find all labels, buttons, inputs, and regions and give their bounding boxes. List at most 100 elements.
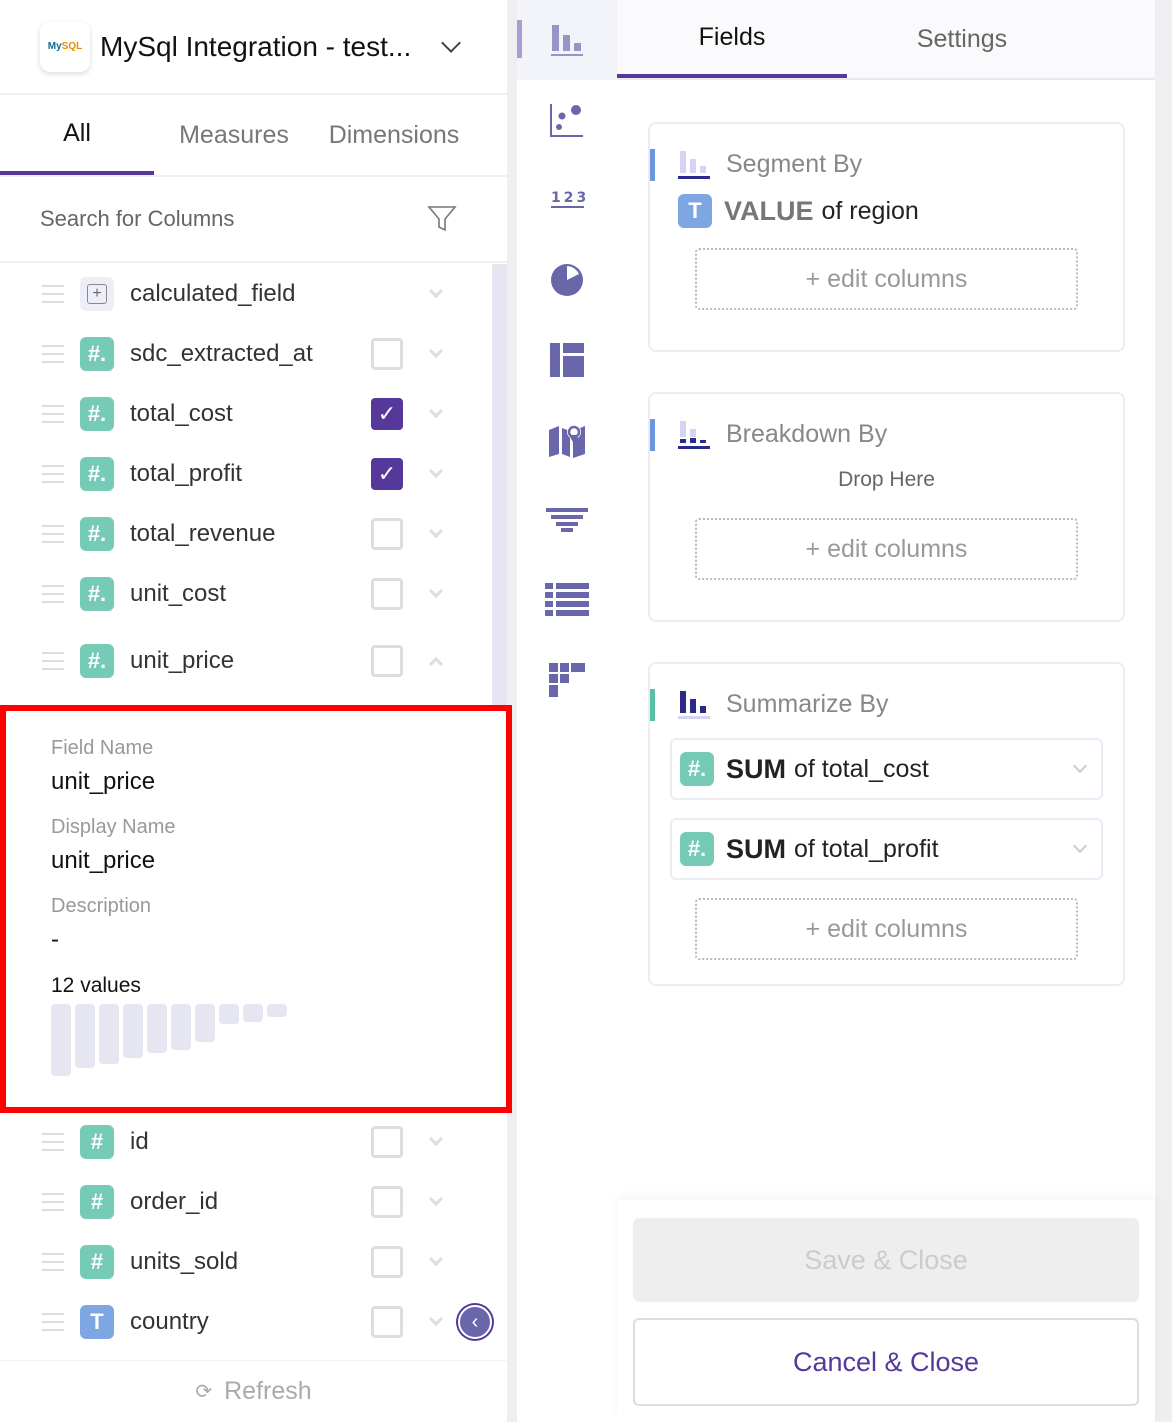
number-type-icon: #: [80, 1245, 114, 1279]
field-checkbox[interactable]: [371, 578, 403, 610]
action-buttons: Save & Close Cancel & Close: [617, 1200, 1155, 1422]
chart-type-funnel[interactable]: [517, 480, 617, 560]
field-row[interactable]: # order_id: [0, 1172, 492, 1232]
summarize-item[interactable]: #. SUM of total_cost: [670, 738, 1103, 800]
drag-handle-icon[interactable]: [42, 285, 64, 303]
field-name: total_profit: [130, 460, 243, 487]
breakdown-edit-columns-button[interactable]: + edit columns: [695, 518, 1078, 580]
field-checkbox[interactable]: ✓: [371, 398, 403, 430]
drag-handle-icon[interactable]: [42, 652, 64, 670]
number-type-icon: #.: [80, 644, 114, 678]
field-row[interactable]: #. unit_cost: [0, 564, 492, 624]
tab-dimensions[interactable]: Dimensions: [328, 120, 460, 149]
field-checkbox[interactable]: [371, 1246, 403, 1278]
drag-handle-icon[interactable]: [42, 585, 64, 603]
chevron-down-icon[interactable]: [428, 583, 444, 599]
segment-of: of region: [821, 196, 919, 225]
search-input[interactable]: [40, 206, 340, 232]
chevron-down-icon[interactable]: [428, 343, 444, 359]
field-checkbox[interactable]: [371, 338, 403, 370]
tab-settings[interactable]: Settings: [916, 24, 1008, 53]
field-row[interactable]: #. total_revenue: [0, 504, 492, 564]
field-name-label: Field Name: [51, 737, 154, 759]
field-row[interactable]: #. total_cost ✓: [0, 384, 492, 444]
tab-all[interactable]: All: [0, 95, 154, 175]
drag-handle-icon[interactable]: [42, 525, 64, 543]
field-checkbox[interactable]: ✓: [371, 458, 403, 490]
chevron-down-icon[interactable]: [428, 283, 444, 299]
tab-fields[interactable]: Fields: [617, 0, 847, 78]
chevron-down-icon[interactable]: [1072, 838, 1088, 854]
filter-icon[interactable]: [427, 205, 457, 233]
field-name: units_sold: [130, 1248, 239, 1275]
field-tabs: All Measures Dimensions: [0, 95, 507, 177]
chevron-down-icon[interactable]: [428, 1311, 444, 1327]
field-checkbox[interactable]: [371, 518, 403, 550]
text-type-icon: T: [80, 1305, 114, 1339]
field-row[interactable]: #. sdc_extracted_at: [0, 324, 492, 384]
field-row[interactable]: # units_sold: [0, 1232, 492, 1292]
display-name-value: unit_price: [51, 847, 156, 874]
field-checkbox[interactable]: [371, 1306, 403, 1338]
summarize-item[interactable]: #. SUM of total_profit: [670, 818, 1103, 880]
pie-chart-icon: [551, 264, 583, 296]
drag-handle-icon[interactable]: [42, 465, 64, 483]
datasource-header[interactable]: My SQL MySql Integration - test...: [0, 0, 507, 95]
chevron-down-icon[interactable]: [428, 523, 444, 539]
chart-type-scatter[interactable]: [517, 80, 617, 160]
segment-edit-columns-button[interactable]: + edit columns: [695, 248, 1078, 310]
histogram-bar: [195, 1004, 215, 1043]
field-checkbox[interactable]: [371, 1126, 403, 1158]
field-list: + calculated_field #. sdc_extracted_at #. tot…: [0, 264, 492, 698]
number-type-icon: #.: [680, 752, 714, 786]
chart-type-rail: 123: [517, 0, 617, 1422]
chart-type-heatmap[interactable]: [517, 640, 617, 720]
drag-handle-icon[interactable]: [42, 1193, 64, 1211]
refresh-icon: ⟳: [195, 1381, 213, 1403]
chart-type-number[interactable]: 123: [517, 160, 617, 240]
chevron-up-icon[interactable]: [428, 656, 444, 672]
drag-handle-icon[interactable]: [42, 1313, 64, 1331]
field-row[interactable]: + calculated_field: [0, 264, 492, 324]
field-row[interactable]: # id: [0, 1112, 492, 1172]
scatter-chart-icon: [550, 104, 583, 137]
chevron-down-icon[interactable]: [428, 403, 444, 419]
summarize-agg: SUM: [726, 833, 786, 864]
field-checkbox[interactable]: [371, 645, 403, 677]
svg-text:123: 123: [551, 190, 585, 206]
segment-field[interactable]: T VALUE of region: [650, 194, 1123, 228]
drag-handle-icon[interactable]: [42, 345, 64, 363]
collapse-panel-button[interactable]: ‹: [458, 1305, 492, 1339]
drag-handle-icon[interactable]: [42, 1133, 64, 1151]
tab-measures[interactable]: Measures: [179, 120, 289, 149]
chart-type-treemap[interactable]: [517, 320, 617, 400]
chevron-down-icon[interactable]: [1072, 758, 1088, 774]
chart-type-map[interactable]: [517, 400, 617, 480]
chevron-down-icon[interactable]: [428, 463, 444, 479]
chevron-down-icon[interactable]: [428, 1251, 444, 1267]
drag-handle-icon[interactable]: [42, 1253, 64, 1271]
field-row[interactable]: #. total_profit ✓: [0, 444, 492, 504]
chart-type-table[interactable]: [517, 560, 617, 640]
text-type-icon: T: [678, 194, 712, 228]
refresh-button[interactable]: ⟳ Refresh: [0, 1360, 507, 1422]
drop-here-zone[interactable]: Drop Here: [838, 468, 935, 491]
chevron-down-icon[interactable]: [428, 1131, 444, 1147]
field-checkbox[interactable]: [371, 1186, 403, 1218]
summarize-by-title: Summarize By: [726, 689, 889, 718]
summarize-edit-columns-button[interactable]: + edit columns: [695, 898, 1078, 960]
field-name: id: [130, 1128, 149, 1155]
chart-type-pie[interactable]: [517, 240, 617, 320]
drag-handle-icon[interactable]: [42, 405, 64, 423]
table-icon: [545, 583, 589, 616]
chevron-down-icon[interactable]: [428, 1191, 444, 1207]
cancel-close-button[interactable]: Cancel & Close: [633, 1318, 1139, 1406]
save-close-button[interactable]: Save & Close: [633, 1218, 1139, 1302]
breakdown-icon: [678, 421, 710, 449]
field-row[interactable]: #. unit_price: [0, 624, 492, 698]
chart-type-bar[interactable]: [517, 0, 617, 80]
chevron-down-icon[interactable]: [441, 32, 461, 53]
histogram-bar: [51, 1004, 71, 1076]
